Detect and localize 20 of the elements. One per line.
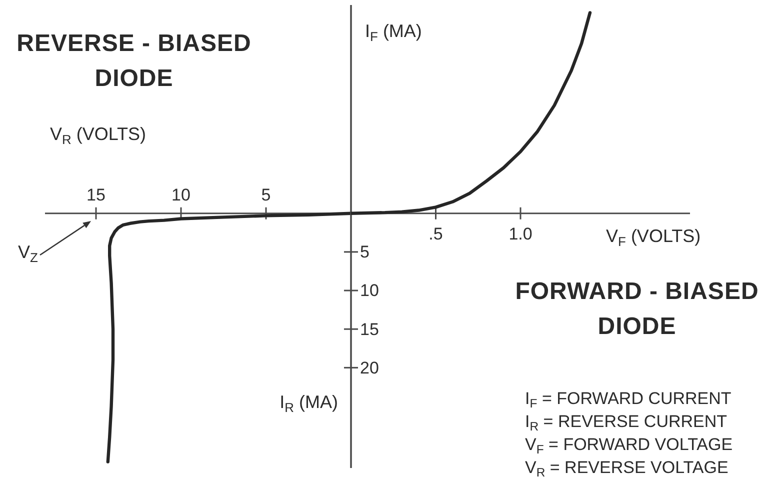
x-tick-label: 5 bbox=[261, 186, 271, 205]
x-tick-label: 1.0 bbox=[508, 224, 532, 244]
annotation: V$_{R}$ = REVERSE VOLTAGE bbox=[525, 458, 728, 480]
annotation: V$_{F}$ (VOLTS) bbox=[606, 226, 701, 249]
x-tick-label: 15 bbox=[86, 186, 106, 205]
x-tick-label: 10 bbox=[172, 186, 190, 205]
x-tick-label: .5 bbox=[428, 224, 443, 244]
y-tick-label: 10 bbox=[360, 281, 379, 300]
annotation: I$_{R}$ = REVERSE CURRENT bbox=[525, 412, 728, 434]
annotation: I$_{R}$ (MA) bbox=[280, 392, 338, 415]
y-tick-label: 20 bbox=[360, 358, 379, 378]
y-axis-title: I$_{F}$ (MA) bbox=[365, 21, 422, 44]
text: V$_{Z}$ bbox=[18, 242, 38, 265]
text: FORWARD - BIASED DIODE bbox=[514, 277, 760, 342]
annotation: V$_{R}$ (VOLTS) bbox=[50, 124, 146, 147]
y-tick-label: 5 bbox=[360, 242, 370, 262]
y-tick-label: 15 bbox=[360, 320, 379, 339]
text: REVERSE - BIASED DIODE bbox=[16, 29, 252, 94]
annotation: V$_{F}$ = FORWARD VOLTAGE bbox=[525, 435, 733, 457]
annotation: I$_{F}$ = FORWARD CURRENT bbox=[525, 389, 732, 411]
